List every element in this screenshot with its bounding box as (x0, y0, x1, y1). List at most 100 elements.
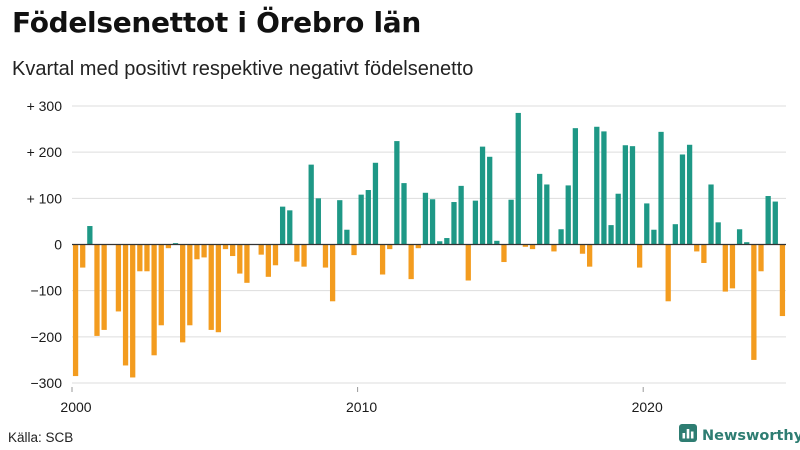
bar-negative (387, 244, 393, 250)
bar-negative (180, 244, 186, 343)
bar-positive (487, 156, 493, 245)
bar-positive (172, 243, 179, 245)
bar-negative (244, 244, 250, 283)
bar-negative (215, 244, 222, 333)
chart-subtitle: Kvartal med positivt respektive negativt… (12, 58, 474, 80)
bar-negative (201, 244, 207, 258)
bar-positive (615, 193, 621, 245)
bar-positive (772, 201, 778, 245)
axis-layer: + 300 + 200 + 100 0 −100 −200 −300 2000 2010 2020 (27, 98, 786, 415)
bar-chart-logo-icon (679, 424, 697, 447)
bar-positive (765, 196, 771, 245)
bar-negative (551, 244, 557, 252)
bar-positive (515, 112, 521, 245)
bar-negative (80, 244, 86, 268)
bar-negative (501, 244, 507, 263)
bar-positive (437, 241, 443, 245)
bar-positive (672, 224, 678, 245)
bar-positive (458, 185, 464, 245)
bar-positive (401, 183, 407, 245)
bar-positive (372, 162, 379, 245)
bar-positive (686, 144, 693, 245)
bar-negative (115, 244, 122, 312)
bar-negative (415, 244, 421, 249)
bar-negative (222, 244, 229, 250)
bar-positive (279, 206, 286, 245)
bar-negative (351, 244, 357, 256)
bar-positive (358, 194, 364, 245)
bar-positive (394, 141, 400, 245)
bar-negative (758, 244, 764, 272)
x-tick-label: 2020 (632, 399, 663, 415)
bar-negative (379, 244, 386, 275)
y-tick-label: + 100 (27, 190, 63, 206)
bar-positive (537, 173, 543, 245)
bar-negative (701, 244, 707, 263)
bar-positive (679, 154, 686, 245)
bar-positive (744, 242, 750, 245)
bar-negative (694, 244, 700, 252)
bar-positive (472, 200, 479, 245)
brand-logo: Newsworthy (679, 424, 800, 447)
bar-negative (158, 244, 164, 326)
bar-negative (408, 244, 414, 280)
bar-positive (558, 229, 564, 245)
bar-negative (258, 244, 264, 255)
bar-positive (308, 164, 314, 245)
bar-negative (294, 244, 300, 262)
bar-negative (72, 244, 79, 377)
bar-positive (715, 222, 721, 245)
bar-negative (465, 244, 471, 281)
bar-positive (479, 146, 486, 245)
y-tick-label: + 200 (27, 144, 63, 160)
bar-negative (208, 244, 214, 330)
bar-positive (594, 126, 600, 245)
bar-negative (122, 244, 129, 366)
y-tick-label: −100 (30, 283, 62, 299)
bar-negative (579, 244, 586, 254)
bar-positive (736, 229, 743, 245)
bar-negative (230, 244, 236, 257)
bar-positive (629, 146, 636, 245)
bar-positive (494, 240, 500, 245)
bar-positive (608, 225, 614, 245)
bar-positive (365, 190, 371, 245)
bar-positive (422, 192, 429, 245)
bar-negative (729, 244, 736, 289)
bar-positive (572, 128, 579, 245)
bar-positive (508, 199, 514, 245)
bar-positive (429, 199, 436, 245)
y-tick-label: −200 (30, 329, 62, 345)
bar-positive (565, 185, 571, 245)
bar-negative (665, 244, 671, 302)
bar-negative (751, 244, 757, 360)
bar-positive (644, 203, 650, 245)
bar-positive (315, 198, 321, 245)
x-tick-label: 2000 (60, 399, 91, 415)
bar-positive (444, 238, 450, 245)
bar-positive (87, 226, 93, 245)
bar-negative (265, 244, 271, 277)
bar-negative (237, 244, 243, 274)
bar-negative (151, 244, 157, 356)
bar-positive (344, 229, 350, 245)
bar-negative (144, 244, 150, 272)
bar-positive (544, 184, 550, 245)
x-tick-label: 2010 (346, 399, 377, 415)
chart-title: Födelsenettot i Örebro län (12, 6, 421, 39)
bar-negative (272, 244, 279, 266)
bar-negative (529, 244, 536, 250)
bar-negative (587, 244, 593, 267)
bar-positive (337, 200, 343, 245)
bar-positive (651, 229, 657, 245)
bar-negative (94, 244, 100, 336)
bar-negative (522, 244, 529, 247)
source-note: Källa: SCB (8, 430, 74, 445)
bar-negative (194, 244, 200, 260)
bar-layer (72, 112, 786, 378)
bar-negative (130, 244, 136, 378)
bar-negative (322, 244, 329, 268)
bar-positive (708, 184, 714, 245)
bar-negative (329, 244, 336, 302)
